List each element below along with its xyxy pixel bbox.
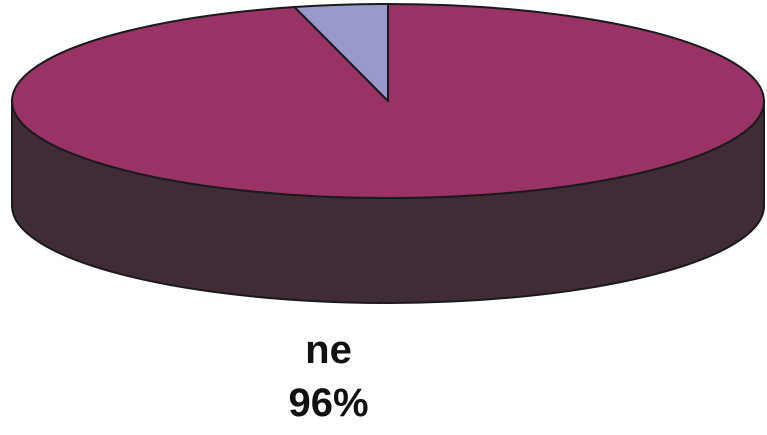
- pie-slices-group: [11, 3, 765, 304]
- slice-percent-ne: 96%: [288, 381, 369, 425]
- slice-label-ne: ne: [305, 328, 352, 372]
- pie-slice-slice-1: [293, 3, 389, 102]
